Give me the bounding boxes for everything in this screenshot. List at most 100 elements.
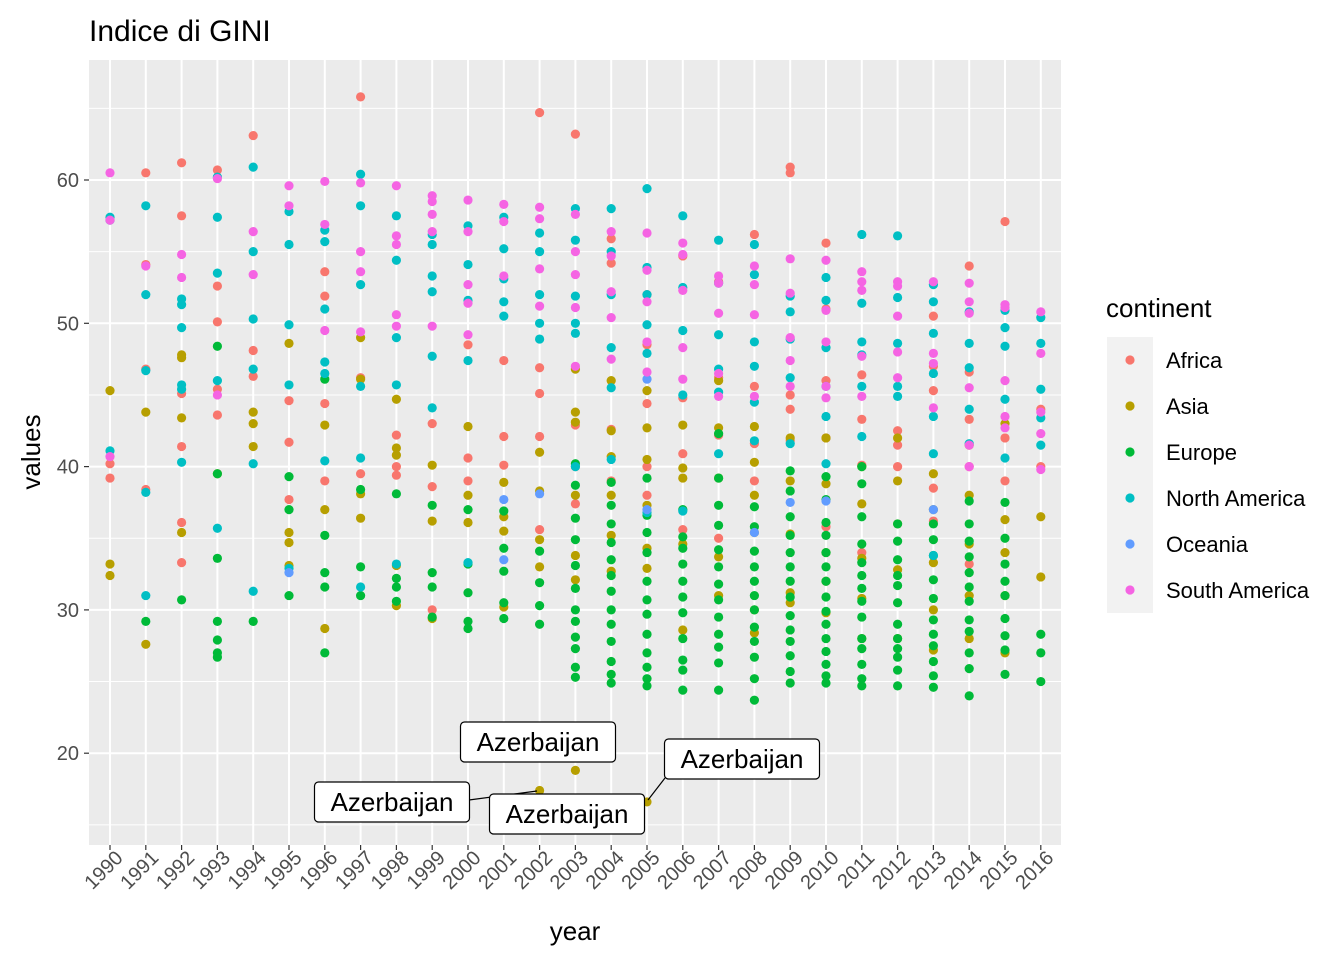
data-point xyxy=(320,530,330,540)
data-point xyxy=(1000,669,1010,679)
data-point xyxy=(678,592,688,602)
legend-label: Oceania xyxy=(1166,532,1249,557)
data-point xyxy=(248,314,258,324)
data-point xyxy=(1000,645,1010,655)
data-point xyxy=(1000,302,1010,313)
x-tick-label: 1991 xyxy=(116,847,163,894)
data-point xyxy=(212,523,222,533)
annotation-text: Azerbaijan xyxy=(477,727,600,757)
annotation-label: Azerbaijan xyxy=(488,793,646,835)
data-point xyxy=(785,651,795,661)
data-point xyxy=(1000,394,1010,404)
x-tick-label: 2004 xyxy=(582,847,629,894)
data-point xyxy=(642,576,652,586)
data-point xyxy=(212,341,222,351)
data-point xyxy=(606,530,616,540)
legend-entry: Africa xyxy=(1107,337,1223,383)
data-point xyxy=(535,301,545,311)
data-point xyxy=(499,431,509,442)
data-point xyxy=(821,633,831,644)
x-tick-label: 1995 xyxy=(260,847,307,894)
data-point xyxy=(642,228,652,238)
data-point xyxy=(141,487,151,497)
data-point xyxy=(964,626,974,636)
data-point xyxy=(928,358,939,369)
data-point xyxy=(714,473,724,483)
data-point xyxy=(678,665,688,675)
data-point xyxy=(356,381,366,391)
data-point xyxy=(1036,464,1046,475)
legend-swatch xyxy=(1125,585,1135,595)
data-point xyxy=(785,355,795,366)
data-point xyxy=(535,290,545,300)
data-point xyxy=(678,374,688,384)
legend-swatch xyxy=(1125,493,1135,503)
data-point xyxy=(1000,590,1010,601)
data-point xyxy=(785,562,795,572)
annotation-text: Azerbaijan xyxy=(681,744,804,774)
data-point xyxy=(678,525,688,535)
data-point xyxy=(749,280,760,290)
data-point xyxy=(499,297,509,307)
data-point xyxy=(928,504,939,515)
data-point xyxy=(678,506,688,516)
data-point xyxy=(1000,216,1010,227)
data-point xyxy=(177,272,187,283)
data-point xyxy=(463,623,473,634)
data-point xyxy=(785,666,795,677)
data-point xyxy=(678,625,688,635)
data-point xyxy=(785,547,795,558)
data-point xyxy=(785,404,795,414)
data-point xyxy=(714,278,724,288)
data-point xyxy=(606,287,616,297)
data-point xyxy=(463,490,473,500)
data-point xyxy=(714,376,724,386)
data-point xyxy=(857,643,867,654)
data-point xyxy=(105,473,115,483)
data-point xyxy=(749,421,760,432)
data-point xyxy=(785,592,795,602)
data-point xyxy=(857,351,867,361)
data-point xyxy=(463,259,473,270)
data-point xyxy=(463,340,473,350)
data-point xyxy=(570,616,581,626)
data-point xyxy=(105,459,115,469)
data-point xyxy=(391,333,401,343)
x-tick-label: 2008 xyxy=(725,847,772,894)
data-point xyxy=(642,473,652,483)
data-point xyxy=(427,460,437,470)
data-point xyxy=(678,608,688,618)
data-point xyxy=(928,682,939,692)
data-point xyxy=(642,348,652,358)
y-tick-label: 40 xyxy=(57,457,79,479)
data-point xyxy=(749,695,760,705)
data-point xyxy=(463,226,473,237)
data-point xyxy=(785,611,795,621)
data-point xyxy=(642,662,652,672)
data-point xyxy=(893,580,903,591)
data-point xyxy=(284,494,294,505)
data-point xyxy=(463,298,473,308)
data-point xyxy=(606,519,616,529)
data-point xyxy=(821,393,831,403)
data-point xyxy=(284,380,294,390)
data-point xyxy=(463,616,473,626)
data-point xyxy=(570,361,581,371)
data-point xyxy=(606,636,616,647)
data-point xyxy=(105,215,115,225)
x-axis: 1990199119921993199419951996199719981999… xyxy=(81,845,1058,894)
data-point xyxy=(499,477,509,487)
data-point xyxy=(857,512,867,522)
x-tick-label: 2012 xyxy=(868,847,915,894)
data-point xyxy=(678,449,688,459)
data-point xyxy=(785,254,795,264)
data-point xyxy=(893,536,903,546)
data-point xyxy=(391,239,401,250)
data-point xyxy=(928,605,939,615)
data-point xyxy=(177,158,187,168)
data-point xyxy=(499,355,509,366)
data-point xyxy=(248,371,258,381)
x-tick-label: 2015 xyxy=(976,847,1023,894)
data-point xyxy=(749,546,760,556)
data-point xyxy=(535,431,545,442)
